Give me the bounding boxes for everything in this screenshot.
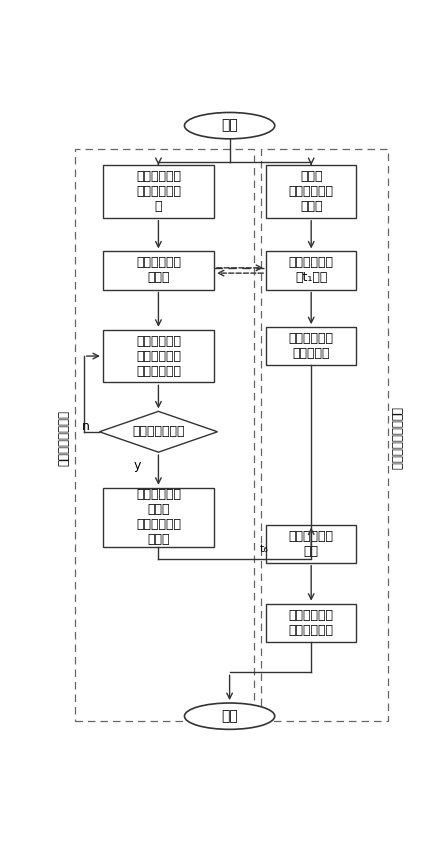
Ellipse shape [185,703,275,729]
Text: n: n [82,420,90,433]
Ellipse shape [185,113,275,139]
Polygon shape [99,411,217,452]
Text: 发送制动起始
信息给
制动下滑量检
测装置: 发送制动起始 信息给 制动下滑量检 测装置 [136,488,181,546]
Bar [103,330,214,382]
Bar [266,604,356,642]
Text: 通讯与软件处
理延时: 通讯与软件处 理延时 [136,256,181,285]
Bar [266,165,356,218]
Text: 通讯与软件延
时t₁计算: 通讯与软件延 时t₁计算 [289,256,334,285]
Bar [266,525,356,563]
Text: 初始化
制动下滑量检
测装置: 初始化 制动下滑量检 测装置 [289,170,334,213]
Text: 检测到电流突变: 检测到电流突变 [132,425,185,439]
Text: 制动瞬时时延
补偿: 制动瞬时时延 补偿 [289,530,334,557]
Text: 开始: 开始 [221,119,238,133]
Text: 制动瞬时载荷
位置动态定位: 制动瞬时载荷 位置动态定位 [289,609,334,637]
Text: 制动信号敏感电路: 制动信号敏感电路 [57,410,70,466]
Bar [261,149,388,722]
Bar [103,251,214,290]
Text: t₆: t₆ [259,544,268,554]
Bar [75,149,254,722]
Text: 启动超声波实
时测距模块: 启动超声波实 时测距模块 [289,333,334,360]
Text: 通过电流互感
器检测制动控
制电力线电流: 通过电流互感 器检测制动控 制电力线电流 [136,334,181,378]
Bar [266,251,356,290]
Bar [103,487,214,547]
Text: y: y [134,459,141,472]
Text: 初始化制动信
号敏感电路装
置: 初始化制动信 号敏感电路装 置 [136,170,181,213]
Bar [103,165,214,218]
Bar [266,327,356,365]
Text: 制动下滑量检测装置: 制动下滑量检测装置 [389,407,402,470]
Text: 结束: 结束 [221,709,238,723]
